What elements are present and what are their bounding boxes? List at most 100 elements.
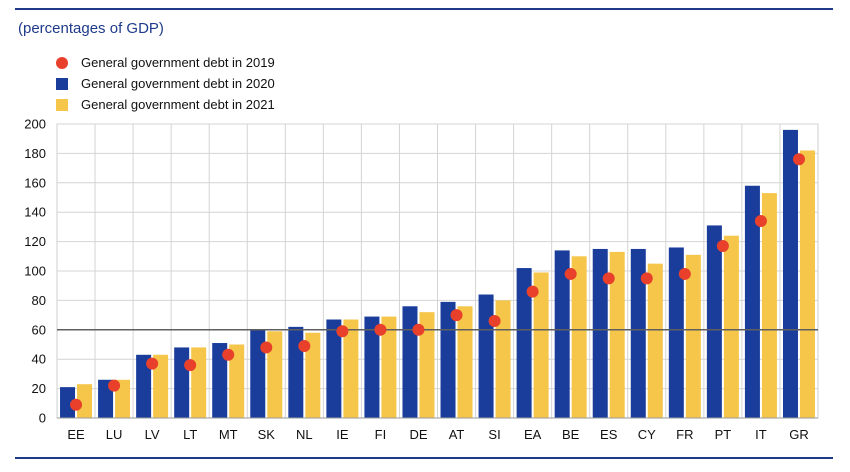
chart-subtitle: (percentages of GDP) <box>18 20 164 37</box>
legend-item-2020: General government debt in 2020 <box>56 73 275 94</box>
y-tick-label-100: 100 <box>24 264 46 279</box>
dot-2019-EA <box>526 285 539 298</box>
bottom-rule <box>15 457 833 459</box>
bar-2020-LV <box>136 354 152 418</box>
y-tick-label-140: 140 <box>24 205 46 220</box>
bar-2021-DE <box>419 312 435 418</box>
bar-2020-DE <box>402 306 418 418</box>
dot-2019-LU <box>108 379 121 392</box>
y-tick-label-80: 80 <box>32 293 46 308</box>
bar-2020-CY <box>630 248 646 418</box>
legend-item-2021: General government debt in 2021 <box>56 94 275 115</box>
y-tick-label-20: 20 <box>32 381 46 396</box>
bar-2021-NL <box>305 332 321 418</box>
bar-2021-IT <box>761 193 777 418</box>
dot-2019-FI <box>374 323 387 336</box>
y-tick-label-40: 40 <box>32 352 46 367</box>
dot-2019-FR <box>678 267 691 280</box>
x-tick-label-LV: LV <box>145 427 160 442</box>
x-tick-label-SK: SK <box>258 427 276 442</box>
bar-2021-EE <box>77 384 93 418</box>
bar-2021-IE <box>343 319 359 418</box>
bar-2021-BE <box>571 256 587 418</box>
x-tick-label-EA: EA <box>524 427 542 442</box>
dot-2019-MT <box>222 348 235 361</box>
dot-2019-BE <box>564 267 577 280</box>
bar-2020-NL <box>288 326 304 418</box>
dot-2019-CY <box>640 272 653 285</box>
bar-2021-LU <box>115 379 131 418</box>
x-tick-label-FI: FI <box>375 427 387 442</box>
y-tick-label-180: 180 <box>24 146 46 161</box>
x-tick-label-ES: ES <box>600 427 618 442</box>
y-tick-label-120: 120 <box>24 234 46 249</box>
dot-2019-NL <box>298 339 311 352</box>
x-tick-label-SI: SI <box>488 427 500 442</box>
bar-2021-PT <box>723 235 739 418</box>
dot-2019-LT <box>184 359 197 372</box>
dot-2019-AT <box>450 309 463 322</box>
bar-2021-GR <box>799 150 815 418</box>
dot-2019-EE <box>70 398 83 411</box>
x-tick-label-LT: LT <box>183 427 197 442</box>
bar-2020-LT <box>174 347 190 418</box>
bar-2020-BE <box>554 250 570 418</box>
bar-2020-LU <box>98 379 114 418</box>
y-tick-label-60: 60 <box>32 322 46 337</box>
x-tick-label-MT: MT <box>219 427 238 442</box>
x-tick-label-DE: DE <box>409 427 427 442</box>
legend-swatch-2021 <box>56 98 68 111</box>
dot-2019-SK <box>260 341 273 354</box>
bar-2020-EA <box>516 268 532 418</box>
x-tick-label-EE: EE <box>67 427 85 442</box>
legend-item-2019: General government debt in 2019 <box>56 52 275 73</box>
x-tick-label-AT: AT <box>449 427 465 442</box>
x-tick-label-IT: IT <box>755 427 767 442</box>
bar-2020-GR <box>782 129 798 418</box>
dot-2019-GR <box>792 153 805 166</box>
bar-2021-FR <box>685 254 701 418</box>
top-rule <box>15 8 833 10</box>
legend-label-2021: General government debt in 2021 <box>81 97 275 112</box>
bar-2021-SK <box>267 331 283 418</box>
bar-2020-FR <box>668 247 684 418</box>
bar-2020-FI <box>364 316 380 418</box>
bar-2020-SK <box>250 329 266 418</box>
bar-2021-AT <box>457 306 473 418</box>
legend: General government debt in 2019 General … <box>56 52 275 115</box>
bar-2021-ES <box>609 251 625 418</box>
dot-2019-SI <box>488 314 501 327</box>
dot-2019-IT <box>754 215 767 228</box>
y-tick-label-0: 0 <box>39 411 46 426</box>
dot-2019-DE <box>412 323 425 336</box>
y-tick-label-160: 160 <box>24 175 46 190</box>
bar-2020-AT <box>440 301 456 418</box>
bar-2020-SI <box>478 294 494 418</box>
y-tick-label-200: 200 <box>24 117 46 132</box>
dot-2019-ES <box>602 272 615 285</box>
bar-2020-EE <box>60 387 76 418</box>
legend-swatch-2020 <box>56 77 68 90</box>
dot-2019-LV <box>146 357 159 370</box>
dot-2019-IE <box>336 325 349 338</box>
x-tick-label-FR: FR <box>676 427 693 442</box>
x-tick-label-GR: GR <box>789 427 809 442</box>
dot-2019-PT <box>716 240 729 253</box>
x-tick-label-CY: CY <box>638 427 656 442</box>
bar-2021-LV <box>153 354 169 418</box>
bar-2021-EA <box>533 272 549 418</box>
x-tick-label-PT: PT <box>715 427 732 442</box>
bar-2020-ES <box>592 248 608 418</box>
bar-2021-FI <box>381 316 397 418</box>
legend-label-2020: General government debt in 2020 <box>81 76 275 91</box>
bar-2020-IT <box>744 185 760 418</box>
bar-2020-PT <box>706 225 722 418</box>
x-tick-label-BE: BE <box>562 427 580 442</box>
bar-2020-MT <box>212 343 228 418</box>
legend-swatch-2019 <box>56 56 68 69</box>
bar-2021-CY <box>647 263 663 418</box>
x-tick-label-LU: LU <box>106 427 123 442</box>
x-tick-label-NL: NL <box>296 427 313 442</box>
bar-2021-MT <box>229 344 245 418</box>
